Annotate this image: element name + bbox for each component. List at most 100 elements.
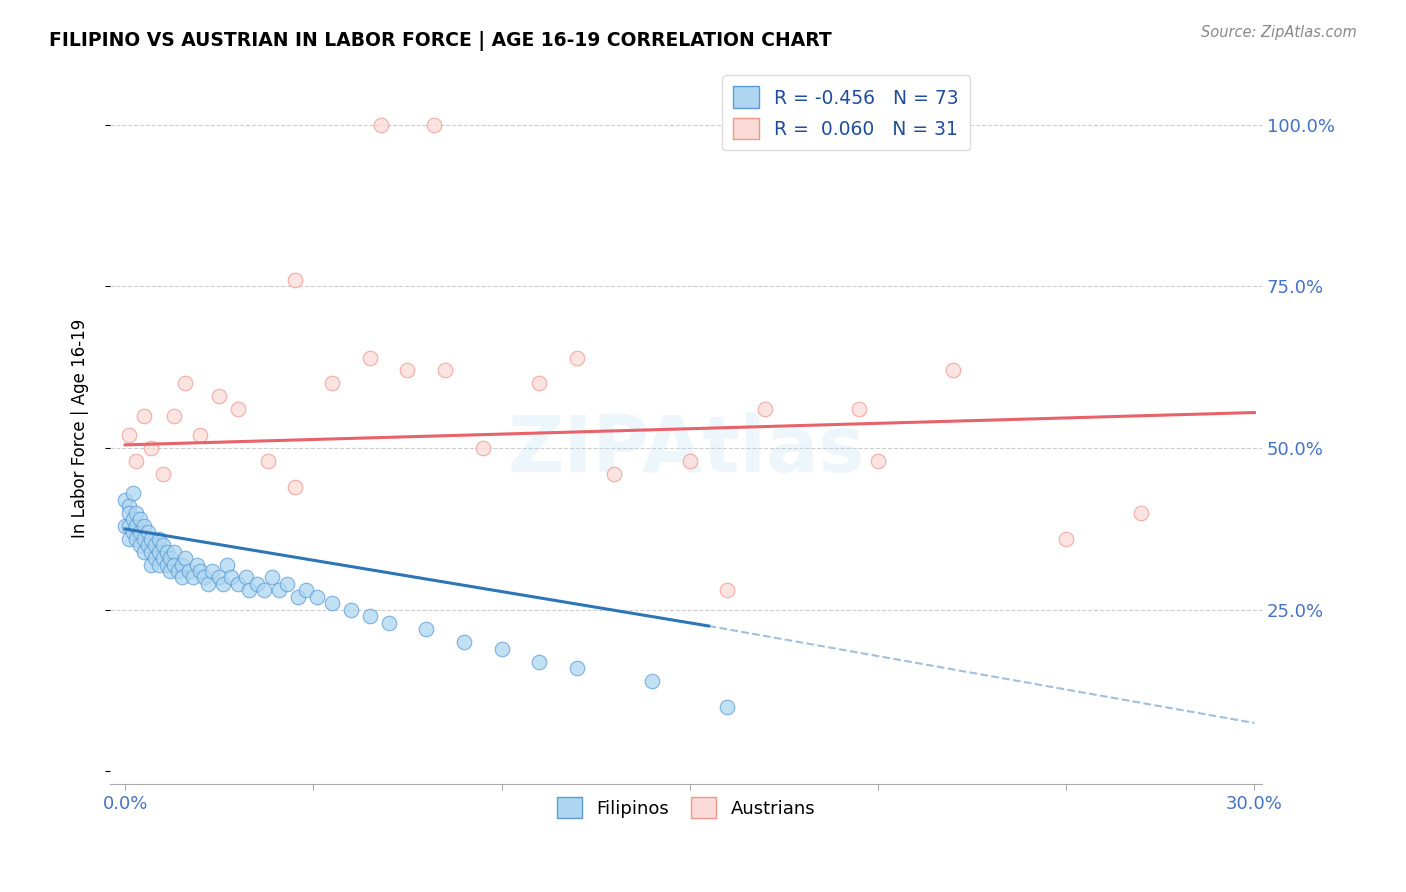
- Point: [125, 518, 148, 533]
- Y-axis label: In Labor Force | Age 16-19: In Labor Force | Age 16-19: [72, 319, 89, 539]
- Point: [453, 635, 475, 649]
- Point: [866, 454, 889, 468]
- Point: [491, 641, 513, 656]
- Point: [141, 441, 163, 455]
- Point: [132, 532, 155, 546]
- Point: [283, 273, 305, 287]
- Point: [141, 558, 163, 572]
- Point: [190, 564, 212, 578]
- Point: [226, 577, 249, 591]
- Point: [179, 564, 201, 578]
- Point: [118, 500, 141, 514]
- Point: [295, 583, 318, 598]
- Point: [118, 506, 141, 520]
- Point: [423, 118, 446, 132]
- Point: [125, 532, 148, 546]
- Point: [754, 402, 776, 417]
- Text: ZIPAtlas: ZIPAtlas: [508, 412, 865, 488]
- Point: [321, 596, 343, 610]
- Point: [283, 480, 305, 494]
- Point: [121, 512, 143, 526]
- Point: [125, 454, 148, 468]
- Point: [212, 577, 235, 591]
- Point: [152, 551, 174, 566]
- Point: [377, 615, 399, 630]
- Point: [238, 583, 260, 598]
- Point: [163, 409, 186, 423]
- Point: [527, 376, 550, 391]
- Point: [193, 570, 215, 584]
- Point: [159, 564, 181, 578]
- Point: [155, 544, 177, 558]
- Point: [679, 454, 702, 468]
- Point: [174, 551, 197, 566]
- Point: [190, 428, 212, 442]
- Point: [148, 532, 170, 546]
- Point: [121, 486, 143, 500]
- Point: [155, 558, 177, 572]
- Point: [132, 409, 155, 423]
- Point: [118, 428, 141, 442]
- Point: [396, 363, 419, 377]
- Point: [174, 376, 197, 391]
- Point: [181, 570, 204, 584]
- Point: [287, 590, 309, 604]
- Point: [148, 544, 170, 558]
- Point: [141, 544, 163, 558]
- Point: [118, 532, 141, 546]
- Point: [215, 558, 238, 572]
- Legend: Filipinos, Austrians: Filipinos, Austrians: [550, 790, 823, 825]
- Point: [641, 673, 664, 688]
- Point: [208, 570, 231, 584]
- Text: FILIPINO VS AUSTRIAN IN LABOR FORCE | AGE 16-19 CORRELATION CHART: FILIPINO VS AUSTRIAN IN LABOR FORCE | AG…: [49, 31, 832, 51]
- Point: [359, 351, 381, 365]
- Point: [148, 558, 170, 572]
- Point: [276, 577, 298, 591]
- Point: [208, 389, 231, 403]
- Point: [136, 525, 159, 540]
- Point: [163, 558, 186, 572]
- Point: [716, 583, 738, 598]
- Point: [125, 506, 148, 520]
- Point: [170, 558, 193, 572]
- Point: [132, 544, 155, 558]
- Point: [136, 538, 159, 552]
- Point: [257, 454, 280, 468]
- Point: [170, 570, 193, 584]
- Point: [942, 363, 965, 377]
- Point: [1130, 506, 1153, 520]
- Point: [163, 544, 186, 558]
- Point: [565, 351, 588, 365]
- Point: [129, 538, 152, 552]
- Point: [186, 558, 208, 572]
- Point: [143, 551, 166, 566]
- Point: [152, 467, 174, 481]
- Point: [114, 518, 136, 533]
- Point: [848, 402, 870, 417]
- Point: [226, 402, 249, 417]
- Point: [716, 699, 738, 714]
- Point: [246, 577, 269, 591]
- Point: [129, 525, 152, 540]
- Point: [565, 661, 588, 675]
- Point: [321, 376, 343, 391]
- Point: [143, 538, 166, 552]
- Point: [141, 532, 163, 546]
- Point: [434, 363, 457, 377]
- Point: [219, 570, 242, 584]
- Point: [118, 518, 141, 533]
- Point: [471, 441, 494, 455]
- Point: [235, 570, 257, 584]
- Point: [370, 118, 392, 132]
- Point: [197, 577, 219, 591]
- Point: [201, 564, 224, 578]
- Point: [253, 583, 276, 598]
- Point: [415, 622, 437, 636]
- Point: [129, 512, 152, 526]
- Point: [603, 467, 626, 481]
- Point: [340, 603, 363, 617]
- Point: [159, 551, 181, 566]
- Point: [527, 655, 550, 669]
- Point: [260, 570, 283, 584]
- Point: [132, 518, 155, 533]
